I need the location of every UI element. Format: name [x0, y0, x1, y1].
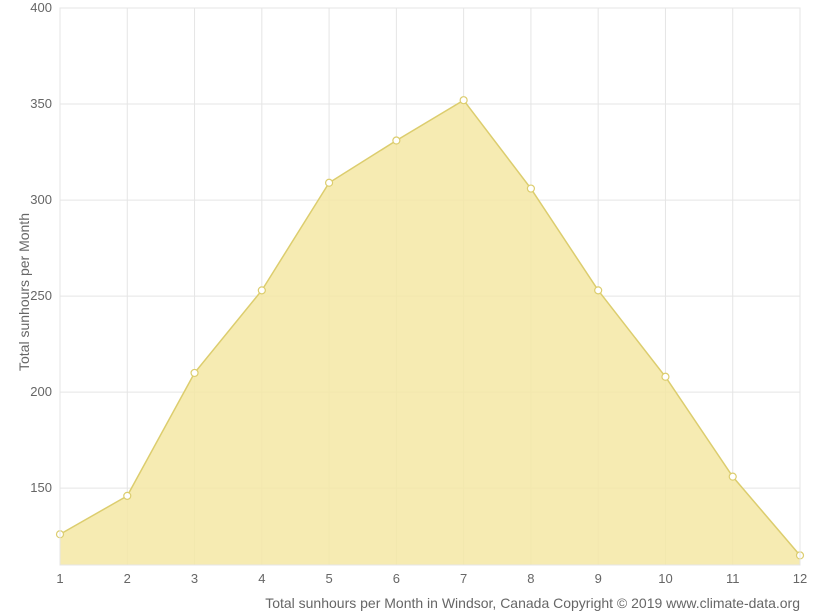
data-marker [124, 492, 131, 499]
x-tick-label: 9 [595, 571, 602, 586]
x-tick-label: 1 [56, 571, 63, 586]
data-marker [595, 287, 602, 294]
data-marker [729, 473, 736, 480]
chart-canvas: 150200250300350400123456789101112 [0, 0, 815, 611]
data-marker [460, 97, 467, 104]
y-tick-label: 300 [30, 192, 52, 207]
y-tick-label: 250 [30, 288, 52, 303]
x-tick-label: 12 [793, 571, 807, 586]
y-axis-label: Total sunhours per Month [16, 213, 32, 371]
x-tick-label: 2 [124, 571, 131, 586]
data-marker [393, 137, 400, 144]
data-marker [326, 179, 333, 186]
data-marker [662, 373, 669, 380]
data-marker [527, 185, 534, 192]
x-tick-label: 5 [325, 571, 332, 586]
x-tick-label: 10 [658, 571, 672, 586]
x-tick-label: 4 [258, 571, 265, 586]
y-tick-label: 400 [30, 0, 52, 15]
x-tick-label: 11 [726, 571, 740, 586]
x-tick-label: 6 [393, 571, 400, 586]
x-tick-label: 8 [527, 571, 534, 586]
sunhours-chart: 150200250300350400123456789101112 Total … [0, 0, 815, 611]
x-tick-label: 7 [460, 571, 467, 586]
y-tick-label: 350 [30, 96, 52, 111]
x-tick-label: 3 [191, 571, 198, 586]
y-tick-label: 200 [30, 384, 52, 399]
chart-caption: Total sunhours per Month in Windsor, Can… [265, 595, 800, 611]
data-marker [191, 369, 198, 376]
data-marker [258, 287, 265, 294]
y-tick-label: 150 [30, 480, 52, 495]
